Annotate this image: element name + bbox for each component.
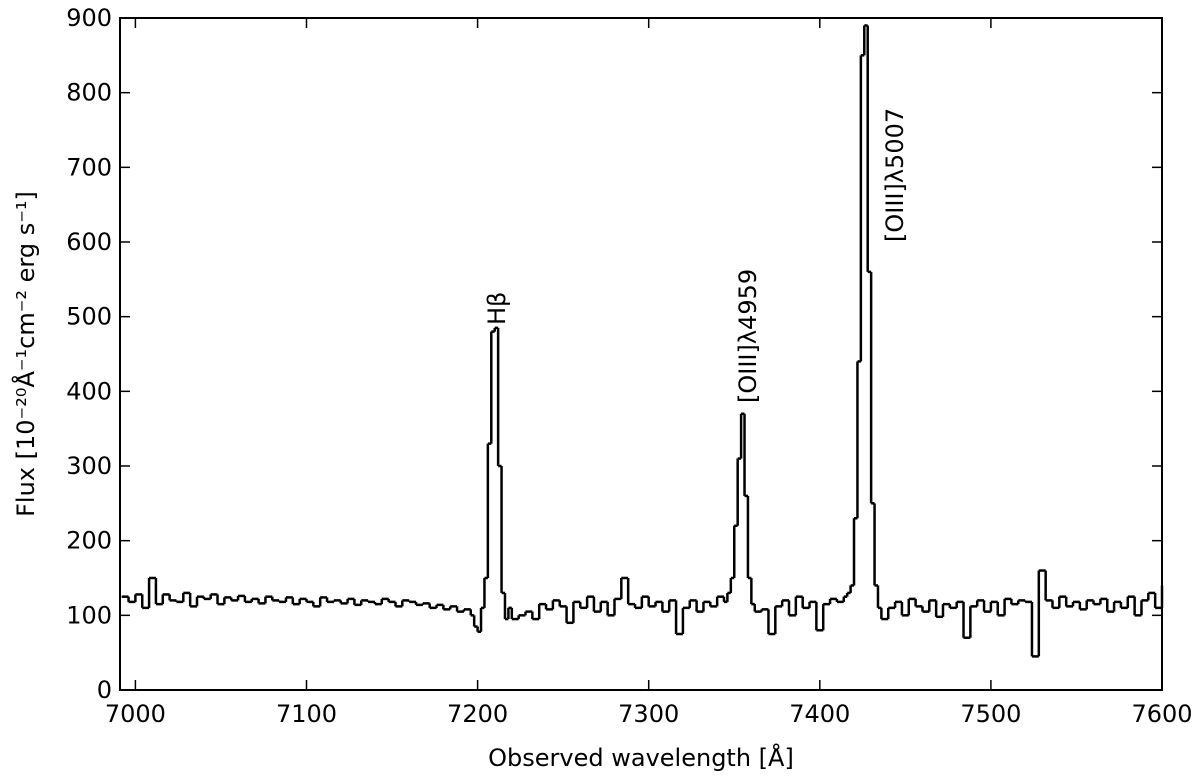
y-tick-label: 200 — [66, 527, 112, 555]
x-tick-label: 7200 — [447, 700, 508, 728]
y-tick-label: 400 — [66, 377, 112, 405]
y-tick-label: 700 — [66, 153, 112, 181]
annotation: Hβ — [483, 292, 511, 325]
x-tick-label: 7500 — [960, 700, 1021, 728]
x-tick-label: 7100 — [276, 700, 337, 728]
plot-frame — [119, 17, 1163, 691]
y-tick-label: 100 — [66, 601, 112, 629]
x-tick-label: 7600 — [1131, 700, 1192, 728]
x-tick-label: 7000 — [105, 700, 166, 728]
y-tick-label: 800 — [66, 79, 112, 107]
y-tick-label: 900 — [66, 4, 112, 32]
y-axis-label: Flux [10⁻²⁰Å⁻¹cm⁻² erg s⁻¹] — [11, 191, 40, 517]
annotation: [OIII]λ4959 — [734, 269, 762, 403]
x-tick-label: 7300 — [618, 700, 679, 728]
y-tick-label: 300 — [66, 452, 112, 480]
annotation: [OIII]λ5007 — [881, 108, 909, 242]
y-tick-label: 500 — [66, 303, 112, 331]
x-tick-label: 7400 — [789, 700, 850, 728]
y-tick-label: 0 — [97, 676, 112, 704]
x-axis-label: Observed wavelength [Å] — [488, 743, 794, 772]
y-tick-label: 600 — [66, 228, 112, 256]
